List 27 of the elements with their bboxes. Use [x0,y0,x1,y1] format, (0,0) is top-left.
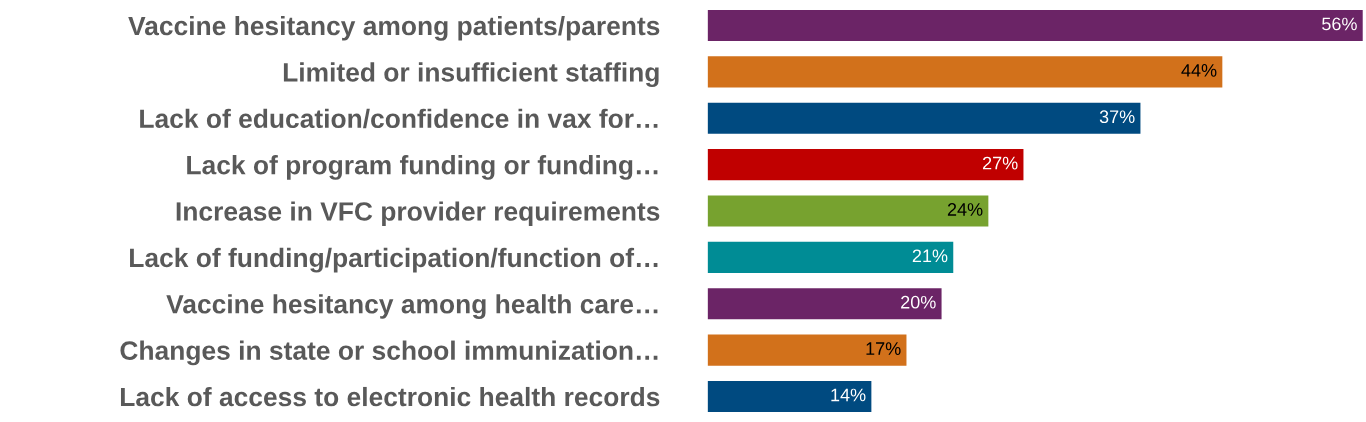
bar [707,334,907,366]
bar [707,102,1141,134]
data-label: 44% [1181,64,1217,77]
y-tick-label: Lack of funding/participation/function of… [130,247,658,273]
bar [707,241,954,273]
y-tick-label: Lack of education/confidence in vax for… [140,108,658,129]
y-tick-label: Increase in VFC provider requirements [176,201,660,227]
y-tick-label: Limited or insufficient staffing [283,62,659,88]
bar [707,195,989,227]
bar [707,288,942,320]
y-tick-label: Lack of program funding or funding… [187,155,658,180]
data-label: 17% [866,342,901,355]
data-label: 21% [912,249,948,263]
bar [707,56,1223,88]
bar [707,149,1024,181]
y-tick-label: Vaccine hesitancy among health care… [166,294,658,319]
y-tick-label: Changes in state or school immunization… [120,340,658,366]
y-tick-label: Vaccine hesitancy among patients/parents [128,15,660,41]
data-label: 56% [1322,17,1357,31]
data-label: 24% [947,203,983,216]
data-label: 14% [831,388,866,402]
bar [707,9,1363,42]
data-label: 27% [982,156,1018,170]
y-tick-label: Lack of access to electronic health records [120,386,660,407]
data-label: 20% [901,295,936,309]
bar [707,380,872,413]
data-label: 37% [1099,110,1135,124]
